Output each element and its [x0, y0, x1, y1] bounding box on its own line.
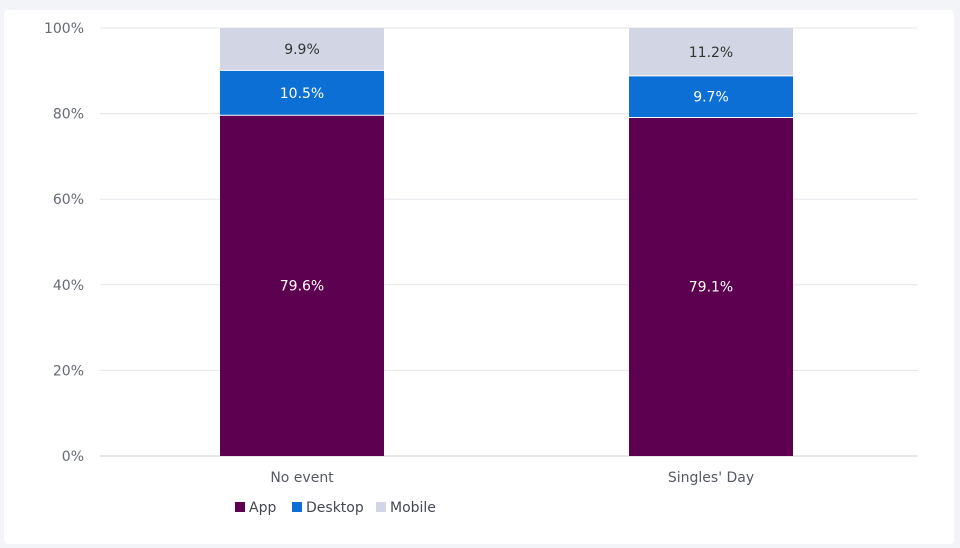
bar-segment-desktop: [220, 70, 384, 116]
legend: App Desktop Mobile: [235, 500, 436, 516]
y-tick-label: 0%: [62, 449, 84, 465]
x-axis-labels: No event Singles' Day: [270, 470, 754, 486]
data-label: 9.9%: [284, 42, 320, 58]
data-label: 79.6%: [280, 279, 324, 295]
y-tick-label: 100%: [44, 21, 84, 37]
legend-label: App: [249, 500, 276, 516]
chart-card: 0% 20% 40% 60% 80% 100% 79.6% 10.5% 9.9% 79.1% 9.…: [4, 10, 954, 544]
data-label: 10.5%: [280, 86, 324, 102]
data-label: 11.2%: [689, 45, 733, 61]
bar-segment-app: [629, 117, 793, 457]
bar-segment-desktop: [629, 75, 793, 118]
data-label: 79.1%: [689, 280, 733, 296]
y-tick-label: 60%: [53, 192, 84, 208]
x-tick-label: No event: [270, 470, 334, 486]
x-tick-label: Singles' Day: [668, 470, 754, 486]
legend-swatch-app: [235, 502, 245, 512]
bar-segment-mobile: [220, 28, 384, 71]
y-tick-label: 20%: [53, 363, 84, 379]
legend-swatch-desktop: [292, 502, 302, 512]
legend-label: Desktop: [306, 500, 364, 516]
y-tick-label: 40%: [53, 278, 84, 294]
legend-label: Mobile: [390, 500, 436, 516]
bar-segment-app: [220, 115, 384, 456]
stacked-bar-chart: 0% 20% 40% 60% 80% 100% 79.6% 10.5% 9.9% 79.1% 9.…: [44, 21, 918, 516]
bar-segment-mobile: [629, 28, 793, 76]
data-label: 9.7%: [693, 90, 729, 106]
y-tick-label: 80%: [53, 107, 84, 123]
bars: 79.6% 10.5% 9.9% 79.1% 9.7% 11.2%: [220, 28, 793, 457]
y-axis-ticks: 0% 20% 40% 60% 80% 100%: [44, 21, 84, 465]
legend-swatch-mobile: [376, 502, 386, 512]
